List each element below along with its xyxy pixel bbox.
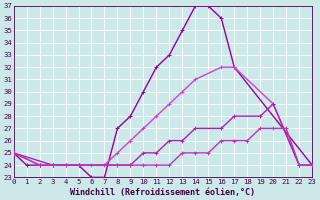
- X-axis label: Windchill (Refroidissement éolien,°C): Windchill (Refroidissement éolien,°C): [70, 188, 255, 197]
